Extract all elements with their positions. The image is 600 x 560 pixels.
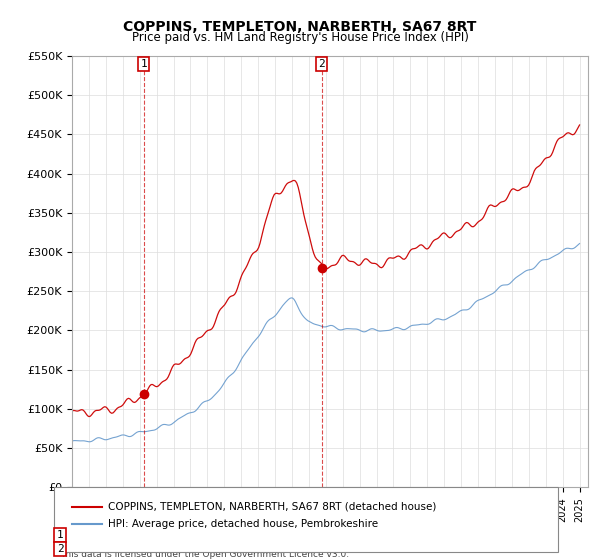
Text: 2: 2 bbox=[56, 544, 64, 554]
Text: 31-MAR-1999: 31-MAR-1999 bbox=[108, 530, 183, 540]
Text: HPI: Average price, detached house, Pembrokeshire: HPI: Average price, detached house, Pemb… bbox=[108, 519, 378, 529]
Text: 66% ↑ HPI: 66% ↑ HPI bbox=[372, 530, 431, 540]
Text: Price paid vs. HM Land Registry's House Price Index (HPI): Price paid vs. HM Land Registry's House … bbox=[131, 31, 469, 44]
Text: 1: 1 bbox=[56, 530, 64, 540]
Text: £280,000: £280,000 bbox=[252, 544, 305, 554]
Text: 08-OCT-2009: 08-OCT-2009 bbox=[108, 544, 181, 554]
Text: 38% ↑ HPI: 38% ↑ HPI bbox=[372, 544, 431, 554]
Text: 1: 1 bbox=[140, 59, 147, 69]
Text: £119,000: £119,000 bbox=[252, 530, 305, 540]
Text: COPPINS, TEMPLETON, NARBERTH, SA67 8RT: COPPINS, TEMPLETON, NARBERTH, SA67 8RT bbox=[124, 20, 476, 34]
Text: COPPINS, TEMPLETON, NARBERTH, SA67 8RT (detached house): COPPINS, TEMPLETON, NARBERTH, SA67 8RT (… bbox=[108, 502, 436, 512]
Text: 2: 2 bbox=[319, 59, 325, 69]
Text: Contains HM Land Registry data © Crown copyright and database right 2024.
This d: Contains HM Land Registry data © Crown c… bbox=[60, 539, 412, 559]
